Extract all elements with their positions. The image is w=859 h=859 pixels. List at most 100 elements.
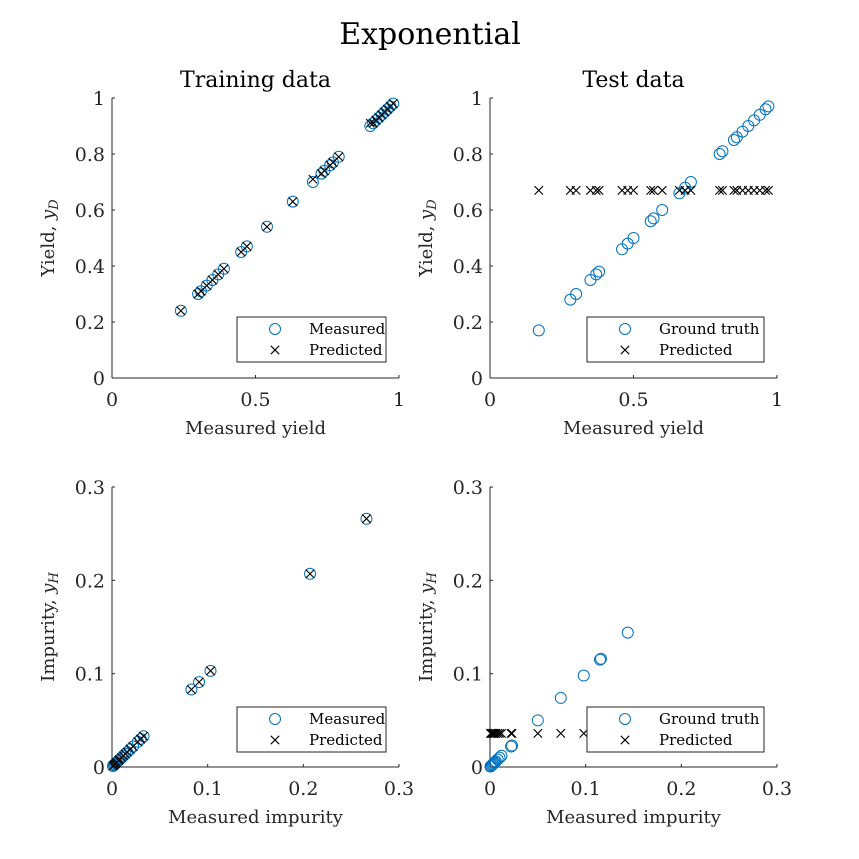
legend-box	[236, 706, 387, 753]
legend-x-marker	[620, 735, 630, 745]
predicted-point	[591, 185, 601, 195]
measured-point	[306, 176, 319, 188]
x-tick-label: 0.3	[762, 778, 792, 800]
y-tick-label: 0.2	[75, 570, 105, 592]
x-tick-label: 0.2	[288, 778, 318, 800]
y-tick-label: 0	[93, 368, 105, 390]
y-tick-label: 1	[93, 88, 105, 110]
predicted-point	[262, 222, 272, 232]
figure-title: Exponential	[339, 17, 521, 52]
predicted-point	[628, 185, 639, 195]
legend-entry-label: Predicted	[309, 341, 383, 359]
predicted-point	[729, 185, 739, 195]
predicted-point	[490, 728, 500, 738]
predicted-point	[717, 185, 728, 195]
measured-point	[491, 753, 504, 766]
predicted-point	[649, 185, 659, 195]
x-tick-label: 1	[393, 389, 405, 411]
predicted-point	[657, 185, 667, 195]
measured-point	[570, 288, 583, 300]
measured-point	[590, 268, 603, 281]
subplot-title: Test data	[582, 68, 684, 93]
predicted-point	[334, 152, 344, 162]
predicted-point	[186, 684, 196, 695]
y-tick-label: 0.4	[75, 256, 105, 278]
measured-point	[762, 100, 775, 113]
y-axis-label: Yield, yD	[38, 199, 62, 278]
legend: Measured Predicted	[236, 706, 387, 753]
y-axis-label-var: y	[38, 583, 59, 595]
subplot-3: 0 0.1 0.2 0.3 0 0.1 0.2 0.3 Measured impurity Imp…	[38, 477, 414, 828]
y-tick-label: 0.1	[75, 664, 105, 686]
predicted-point	[219, 264, 229, 274]
measured-point	[627, 232, 640, 244]
measured-point	[531, 714, 544, 727]
y-tick-label: 0.8	[75, 144, 105, 166]
x-axis-label: Measured impurity	[546, 807, 722, 828]
predicted-point	[533, 728, 543, 738]
legend: Ground truth Predicted	[586, 706, 765, 753]
x-tick-label: 0.1	[571, 778, 601, 800]
x-axis-label: Measured impurity	[168, 807, 344, 828]
x-tick-label: 1	[771, 389, 783, 411]
y-axis-label-sub: H	[425, 572, 440, 585]
measured-point	[713, 148, 726, 160]
legend-entry-label: Predicted	[309, 731, 383, 749]
legend-x-marker	[620, 345, 630, 355]
data-marks	[174, 97, 400, 317]
y-axis-label: Yield, yD	[416, 199, 440, 278]
y-tick-label: 0.2	[453, 312, 483, 334]
predicted-point	[763, 185, 773, 195]
y-axis-label-text: Impurity,	[38, 594, 59, 682]
predicted-point	[715, 185, 725, 195]
measured-point	[644, 215, 657, 228]
x-tick-label: 0.5	[240, 389, 270, 411]
y-tick-label: 0.2	[75, 312, 105, 334]
measured-point	[204, 664, 217, 677]
predicted-point	[760, 185, 771, 195]
measured-point	[656, 204, 669, 216]
predicted-point	[242, 241, 252, 251]
legend-circle-marker	[269, 323, 281, 335]
legend: Measured Predicted	[236, 316, 387, 363]
data-marks	[106, 512, 373, 773]
subplot-4: 0 0.1 0.2 0.3 0 0.1 0.2 0.3 Measured impurity Imp…	[416, 477, 792, 828]
predicted-point	[176, 306, 186, 316]
measured-point	[716, 145, 729, 158]
measured-point	[185, 683, 198, 696]
legend-circle-marker	[619, 323, 631, 335]
y-tick-label: 0.3	[75, 477, 105, 499]
y-axis-label-sub: D	[47, 199, 62, 211]
x-axis-label: Measured yield	[185, 418, 326, 439]
x-tick-label: 0	[484, 389, 496, 411]
y-tick-label: 0.2	[453, 570, 483, 592]
measured-point	[117, 749, 130, 762]
predicted-point	[571, 185, 581, 195]
predicted-point	[288, 197, 298, 207]
measured-point	[484, 760, 497, 773]
y-axis-label-sub: D	[425, 199, 440, 211]
x-tick-label: 0	[106, 389, 118, 411]
data-marks	[532, 100, 775, 337]
predicted-point	[361, 514, 372, 524]
y-axis-label-var: y	[416, 583, 437, 595]
legend-box	[586, 706, 765, 753]
y-tick-label: 0.6	[75, 200, 105, 222]
measured-point	[759, 103, 772, 116]
measured-point	[119, 747, 132, 760]
measured-point	[505, 740, 518, 753]
measured-point	[286, 195, 299, 208]
measured-point	[506, 739, 519, 752]
predicted-point	[506, 728, 516, 738]
predicted-point	[494, 728, 505, 738]
measured-point	[488, 756, 501, 769]
predicted-point	[205, 666, 216, 676]
measured-point	[260, 220, 273, 233]
x-tick-label: 0.2	[666, 778, 696, 800]
y-tick-label: 0.6	[453, 200, 483, 222]
measured-point	[486, 758, 499, 771]
measured-point	[108, 758, 121, 771]
y-axis-label-text: Impurity,	[416, 594, 437, 682]
measured-point	[174, 304, 187, 317]
predicted-point	[138, 731, 149, 741]
